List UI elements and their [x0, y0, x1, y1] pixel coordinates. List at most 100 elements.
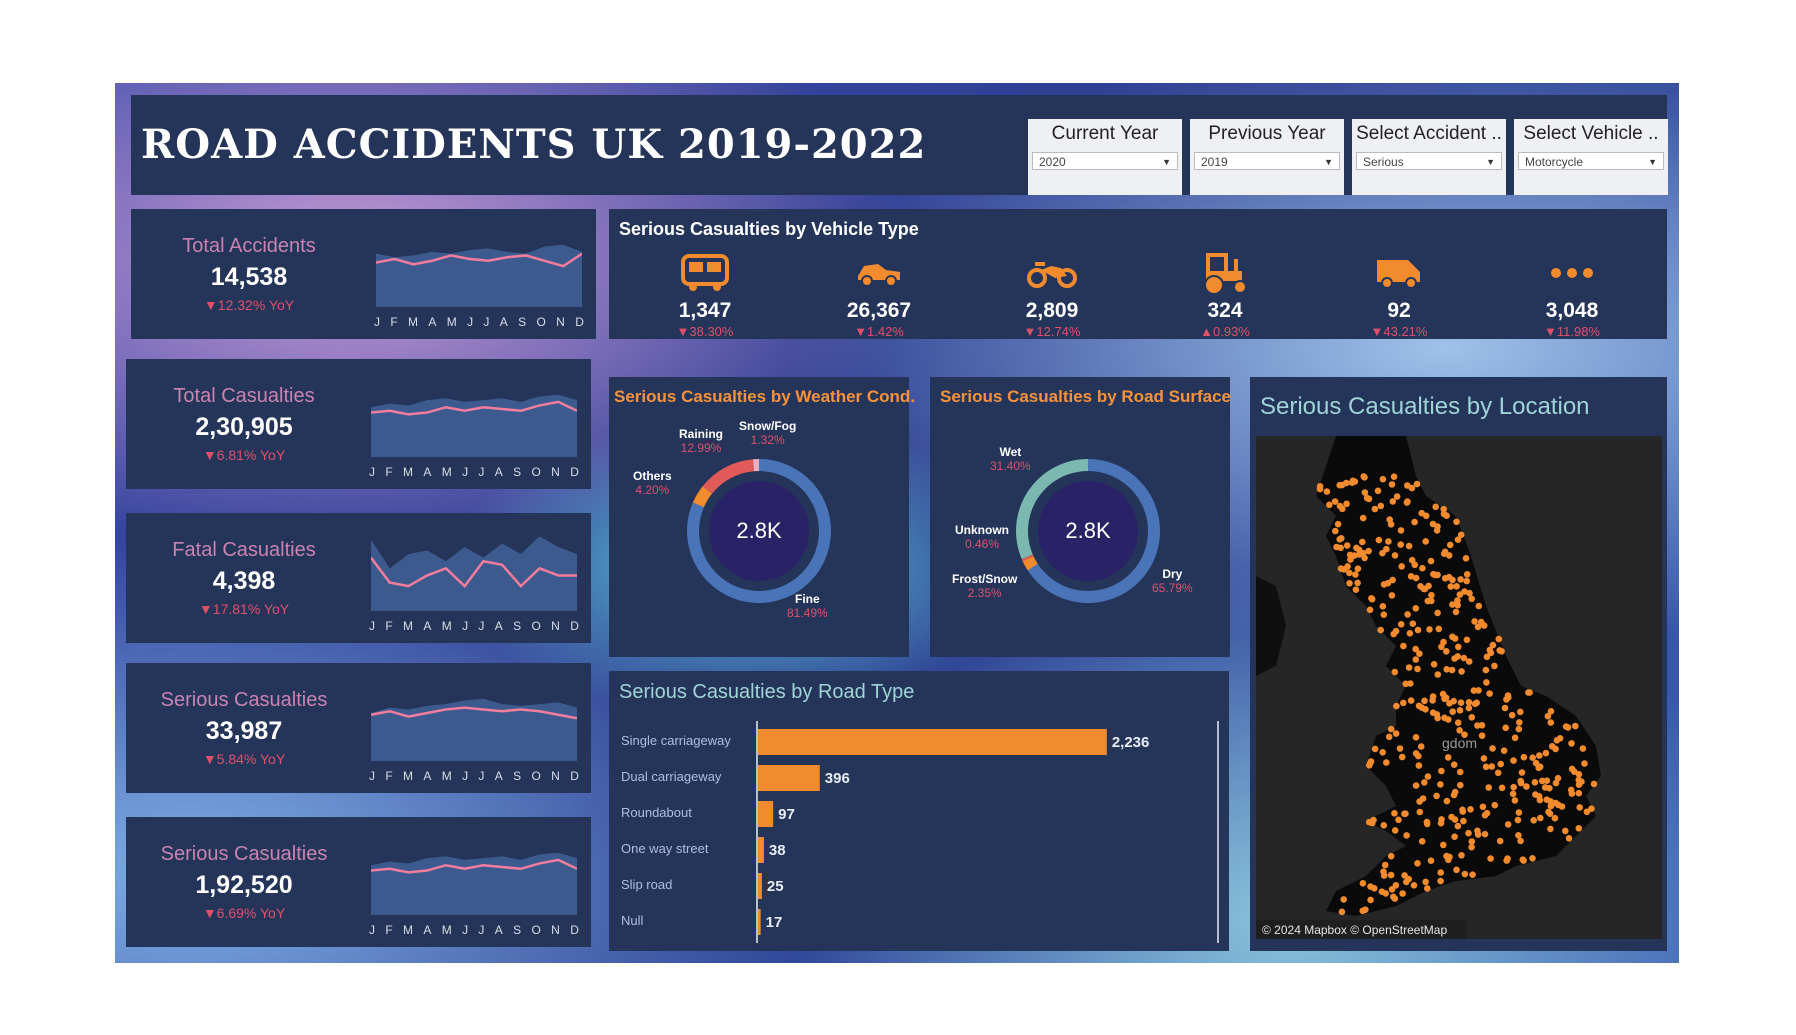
casualty-dot[interactable]: [1386, 516, 1393, 523]
casualty-dot[interactable]: [1340, 896, 1347, 903]
casualty-dot[interactable]: [1414, 665, 1421, 673]
casualty-dot[interactable]: [1568, 740, 1575, 747]
casualty-dot[interactable]: [1454, 822, 1462, 830]
casualty-dot[interactable]: [1564, 724, 1572, 731]
casualty-dot[interactable]: [1463, 577, 1470, 585]
surface-slice-unknown[interactable]: [1021, 554, 1034, 562]
casualty-dot[interactable]: [1392, 730, 1400, 737]
casualty-dot[interactable]: [1375, 536, 1383, 544]
casualty-dot[interactable]: [1575, 781, 1583, 788]
casualty-dot[interactable]: [1374, 487, 1382, 495]
casualty-dot[interactable]: [1511, 734, 1519, 742]
casualty-dot[interactable]: [1392, 627, 1400, 635]
casualty-dot[interactable]: [1536, 752, 1543, 759]
casualty-dot[interactable]: [1487, 855, 1494, 862]
casualty-dot[interactable]: [1468, 714, 1476, 721]
casualty-dot[interactable]: [1440, 505, 1447, 513]
casualty-dot[interactable]: [1365, 495, 1373, 503]
casualty-dot[interactable]: [1453, 583, 1460, 590]
casualty-dot[interactable]: [1339, 505, 1346, 513]
casualty-dot[interactable]: [1581, 760, 1588, 767]
casualty-dot[interactable]: [1429, 693, 1437, 700]
casualty-dot[interactable]: [1334, 520, 1342, 528]
current-year-filter[interactable]: Current Year 2020 ▼: [1028, 119, 1182, 195]
casualty-dot[interactable]: [1556, 735, 1564, 742]
casualty-dot[interactable]: [1361, 474, 1368, 481]
casualty-dot[interactable]: [1457, 531, 1465, 539]
casualty-dot[interactable]: [1523, 783, 1530, 790]
casualty-dot[interactable]: [1502, 724, 1509, 732]
casualty-dot[interactable]: [1480, 755, 1488, 762]
casualty-dot[interactable]: [1483, 653, 1491, 661]
weather-slice-others[interactable]: [692, 486, 713, 508]
road-type-bar[interactable]: [758, 909, 761, 935]
casualty-dot[interactable]: [1387, 852, 1395, 860]
casualty-dot[interactable]: [1526, 689, 1533, 696]
casualty-dot[interactable]: [1489, 745, 1496, 752]
casualty-dot[interactable]: [1551, 814, 1559, 822]
casualty-dot[interactable]: [1332, 527, 1339, 535]
casualty-dot[interactable]: [1465, 704, 1473, 712]
casualty-dot[interactable]: [1456, 591, 1464, 598]
casualty-dot[interactable]: [1454, 597, 1461, 604]
casualty-dot[interactable]: [1379, 749, 1386, 756]
casualty-dot[interactable]: [1529, 754, 1536, 761]
casualty-dot[interactable]: [1404, 611, 1411, 618]
casualty-dot[interactable]: [1451, 816, 1459, 823]
casualty-dot[interactable]: [1514, 816, 1522, 824]
casualty-dot[interactable]: [1458, 668, 1465, 675]
casualty-dot[interactable]: [1461, 870, 1469, 878]
casualty-dot[interactable]: [1430, 661, 1438, 668]
casualty-dot[interactable]: [1437, 781, 1444, 788]
casualty-dot[interactable]: [1511, 797, 1519, 804]
casualty-dot[interactable]: [1336, 536, 1343, 543]
casualty-dot[interactable]: [1422, 878, 1429, 886]
casualty-dot[interactable]: [1404, 498, 1411, 505]
casualty-dot[interactable]: [1500, 747, 1508, 754]
casualty-dot[interactable]: [1383, 545, 1390, 553]
casualty-dot[interactable]: [1491, 662, 1498, 670]
casualty-dot[interactable]: [1371, 745, 1379, 753]
casualty-dot[interactable]: [1379, 603, 1387, 610]
casualty-dot[interactable]: [1380, 611, 1388, 618]
casualty-dot[interactable]: [1424, 773, 1432, 780]
casualty-dot[interactable]: [1451, 788, 1459, 796]
casualty-dot[interactable]: [1510, 757, 1517, 764]
casualty-dot[interactable]: [1501, 704, 1509, 712]
casualty-dot[interactable]: [1537, 814, 1544, 822]
accident-filter[interactable]: Select Accident .. Serious ▼: [1352, 119, 1506, 195]
casualty-dot[interactable]: [1457, 576, 1464, 583]
casualty-dot[interactable]: [1442, 694, 1450, 702]
casualty-dot[interactable]: [1477, 618, 1485, 626]
casualty-dot[interactable]: [1465, 829, 1472, 837]
casualty-dot[interactable]: [1482, 666, 1490, 674]
casualty-dot[interactable]: [1391, 827, 1399, 834]
casualty-dot[interactable]: [1455, 643, 1462, 651]
casualty-dot[interactable]: [1437, 877, 1444, 885]
casualty-dot[interactable]: [1494, 769, 1502, 777]
casualty-dot[interactable]: [1565, 835, 1573, 842]
casualty-dot[interactable]: [1359, 549, 1367, 557]
casualty-dot[interactable]: [1380, 822, 1388, 829]
casualty-dot[interactable]: [1454, 601, 1461, 609]
vehicle-filter[interactable]: Select Vehicle .. Motorcycle ▼: [1514, 119, 1668, 195]
casualty-dot[interactable]: [1496, 837, 1504, 845]
surface-slice-frostsnow[interactable]: [1022, 556, 1038, 571]
casualty-dot[interactable]: [1579, 745, 1587, 752]
casualty-dot[interactable]: [1510, 783, 1517, 791]
casualty-dot[interactable]: [1440, 550, 1448, 557]
casualty-dot[interactable]: [1438, 767, 1445, 775]
vehicle-select[interactable]: Motorcycle ▼: [1518, 152, 1664, 170]
casualty-dot[interactable]: [1467, 806, 1474, 813]
casualty-dot[interactable]: [1448, 666, 1456, 674]
casualty-dot[interactable]: [1426, 626, 1433, 633]
casualty-dot[interactable]: [1331, 498, 1339, 505]
casualty-dot[interactable]: [1449, 633, 1456, 641]
vehicle-agricultural[interactable]: 324 ▲0.93%: [1165, 251, 1285, 339]
casualty-dot[interactable]: [1572, 722, 1579, 730]
casualty-dot[interactable]: [1546, 810, 1554, 817]
casualty-dot[interactable]: [1391, 895, 1399, 902]
casualty-dot[interactable]: [1412, 574, 1420, 582]
casualty-dot[interactable]: [1498, 648, 1505, 655]
casualty-dot[interactable]: [1407, 697, 1415, 704]
